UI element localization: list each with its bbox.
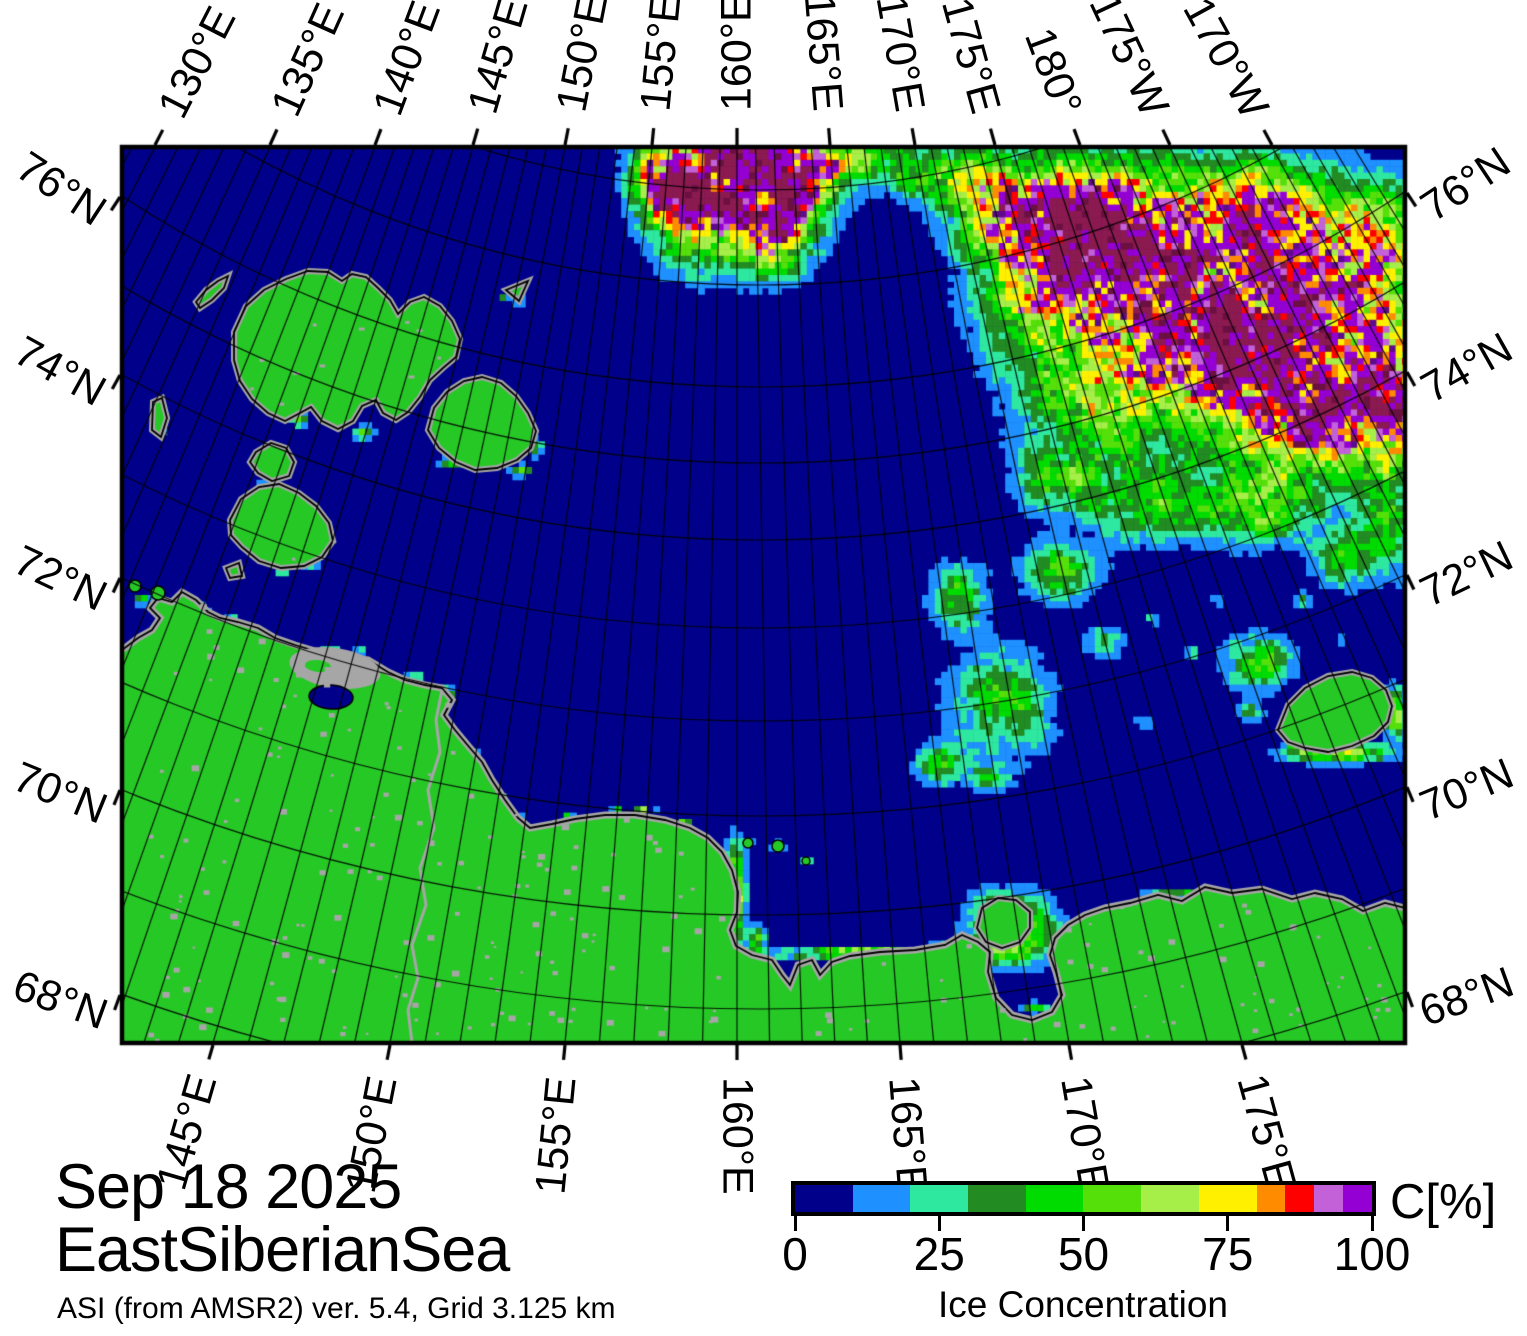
date-title: Sep 18 2025 <box>55 1152 402 1222</box>
colorbar-segment <box>795 1185 853 1212</box>
top-axis-label: 160°E <box>712 0 761 111</box>
bottom-axis-label: 155°E <box>526 1074 586 1197</box>
colorbar-segment <box>1141 1185 1199 1212</box>
colorbar-segment <box>852 1185 911 1212</box>
colorbar-tick <box>937 1216 941 1231</box>
region-title: EastSiberianSea <box>55 1215 510 1285</box>
colorbar-tick <box>1370 1216 1374 1231</box>
colorbar-segment <box>968 1185 1026 1212</box>
colorbar-unit-label: C[%] <box>1390 1175 1497 1229</box>
colorbar-segment <box>1343 1185 1372 1212</box>
colorbar-tick <box>793 1216 797 1231</box>
top-axis-label: 155°E <box>630 0 691 114</box>
bottom-axis-label: 165°E <box>879 1074 937 1196</box>
colorbar-segment <box>1025 1185 1084 1212</box>
colorbar-tick-label: 25 <box>913 1228 965 1280</box>
colorbar <box>791 1181 1376 1216</box>
colorbar-tick <box>1226 1216 1230 1231</box>
colorbar-segment <box>1285 1185 1315 1212</box>
colorbar-segment <box>1198 1185 1257 1212</box>
bottom-axis-label: 160°E <box>713 1077 762 1195</box>
colorbar-tick-label: 100 <box>1333 1228 1411 1280</box>
colorbar-segment <box>1083 1185 1142 1212</box>
source-caption: ASI (from AMSR2) ver. 5.4, Grid 3.125 km <box>57 1292 616 1325</box>
colorbar-tick <box>1082 1216 1085 1231</box>
colorbar-segment <box>1256 1185 1286 1212</box>
top-axis-label: 165°E <box>794 0 852 113</box>
colorbar-tick-label: 0 <box>782 1228 808 1280</box>
colorbar-segment <box>910 1185 969 1212</box>
colorbar-axis-label: Ice Concentration <box>937 1284 1229 1325</box>
colorbar-tick-label: 75 <box>1202 1228 1254 1280</box>
colorbar-segment <box>1314 1185 1344 1212</box>
colorbar-tick-label: 50 <box>1057 1228 1110 1280</box>
